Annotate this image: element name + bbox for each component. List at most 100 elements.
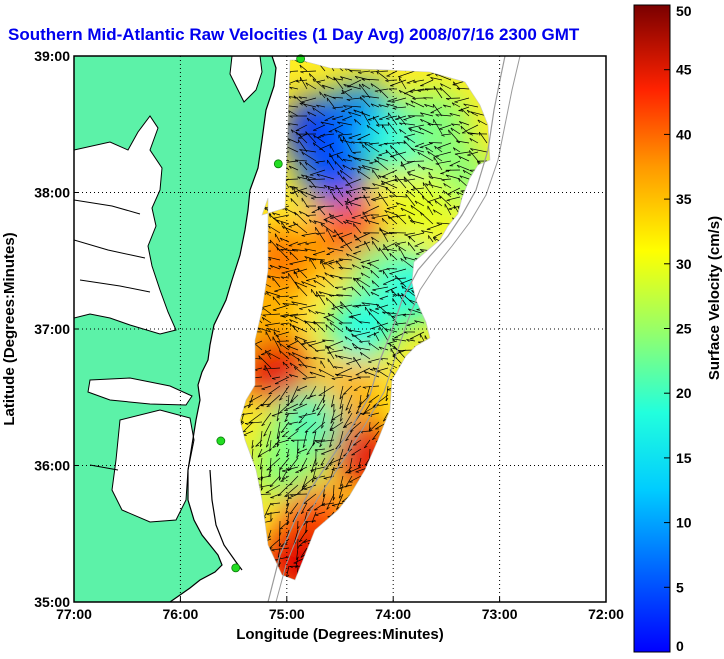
x-tick-label: 74:00	[375, 606, 411, 622]
velocity-vector-head	[403, 180, 408, 183]
velocity-vector-head	[352, 305, 356, 308]
velocity-vector	[303, 340, 317, 351]
velocity-vector-head	[408, 127, 412, 130]
velocity-vector	[345, 178, 362, 186]
velocity-vector	[343, 84, 362, 90]
velocity-vector	[446, 196, 461, 201]
velocity-vector	[268, 466, 272, 477]
velocity-vector	[430, 77, 443, 81]
velocity-vector-head	[272, 212, 276, 216]
velocity-vector-head	[337, 171, 339, 175]
velocity-vector	[372, 286, 389, 291]
velocity-vector	[311, 288, 317, 297]
velocity-vector-head	[343, 221, 347, 225]
velocity-vector-head	[394, 175, 397, 179]
velocity-vector-head	[299, 64, 302, 69]
velocity-vector-head	[333, 76, 335, 81]
velocity-vector-head	[458, 178, 461, 182]
velocity-vector	[258, 355, 272, 369]
velocity-vector-head	[292, 325, 296, 329]
velocity-vector-head	[449, 113, 453, 116]
velocity-vector-head	[306, 117, 310, 122]
velocity-vector	[382, 241, 398, 250]
velocity-vector	[366, 385, 371, 398]
velocity-vector	[329, 322, 344, 333]
velocity-vector	[294, 159, 308, 162]
velocity-vector-head	[341, 238, 343, 243]
velocity-vector	[417, 151, 434, 162]
velocity-vector	[390, 348, 398, 360]
velocity-vector-head	[301, 281, 305, 285]
velocity-vector	[422, 182, 434, 198]
velocity-vector	[330, 412, 335, 424]
velocity-vector-head	[448, 208, 453, 211]
velocity-vector-head	[331, 378, 336, 380]
colorbar-tick-label: 50	[676, 3, 692, 19]
velocity-vector-head	[458, 121, 462, 125]
velocity-vector	[413, 79, 425, 83]
velocity-vector-head	[348, 379, 353, 382]
velocity-vector-head	[290, 401, 294, 403]
velocity-vector	[322, 484, 326, 497]
velocity-vector	[265, 430, 272, 448]
velocity-vector-head	[442, 190, 445, 194]
velocity-vector-head	[434, 200, 437, 204]
velocity-vector	[345, 326, 353, 333]
velocity-vector-head	[378, 193, 380, 197]
velocity-vector-head	[477, 119, 481, 123]
velocity-vector	[333, 76, 344, 90]
velocity-vector	[242, 421, 254, 433]
velocity-vector	[410, 100, 425, 108]
velocity-vector	[324, 219, 335, 225]
velocity-vector-head	[389, 252, 392, 257]
velocity-vector-head	[384, 210, 388, 214]
velocity-vector-head	[317, 413, 321, 416]
velocity-vector	[257, 327, 272, 333]
velocity-vector	[439, 195, 452, 207]
velocity-vector-head	[279, 343, 282, 347]
velocity-vector-head	[390, 145, 392, 149]
velocity-vector-head	[334, 129, 338, 133]
velocity-vector	[332, 303, 344, 315]
velocity-vector	[371, 280, 380, 288]
velocity-vector	[360, 272, 371, 279]
velocity-vector-head	[466, 109, 470, 114]
velocity-vector-head	[361, 95, 365, 98]
velocity-vector	[274, 286, 290, 292]
velocity-vector	[301, 475, 317, 488]
velocity-vector-head	[332, 303, 335, 308]
velocity-vector	[387, 122, 398, 135]
velocity-vector-head	[320, 135, 324, 138]
velocity-vector-head	[351, 333, 354, 337]
velocity-vector-head	[423, 97, 427, 100]
velocity-vector-head	[383, 143, 388, 146]
velocity-vector	[314, 439, 326, 441]
velocity-vector	[274, 376, 290, 385]
velocity-vector	[291, 301, 308, 306]
velocity-vector	[329, 430, 335, 448]
velocity-vector	[332, 484, 335, 501]
velocity-vector	[287, 122, 299, 126]
y-axis-label: Latitude (Degrees:Minutes)	[1, 232, 18, 425]
velocity-vector-head	[278, 562, 282, 566]
velocity-vector	[280, 475, 290, 482]
velocity-vector-head	[272, 378, 276, 380]
velocity-vector-head	[298, 544, 303, 547]
velocity-vector	[352, 304, 362, 307]
velocity-vector-head	[315, 462, 318, 466]
velocity-vector	[461, 108, 470, 117]
velocity-vector	[407, 169, 416, 173]
velocity-vector-head	[345, 407, 349, 411]
velocity-vector-head	[268, 393, 273, 395]
velocity-vector-head	[351, 286, 354, 291]
velocity-vector-head	[266, 328, 271, 331]
velocity-vector	[280, 421, 290, 433]
velocity-vector-head	[266, 405, 271, 408]
velocity-vector	[297, 357, 308, 369]
velocity-vector-head	[294, 337, 297, 342]
velocity-vector	[374, 158, 389, 171]
velocity-vector-head	[363, 446, 368, 449]
velocity-vector-head	[421, 195, 424, 200]
velocity-vector	[313, 250, 326, 255]
velocity-vector	[406, 322, 416, 326]
